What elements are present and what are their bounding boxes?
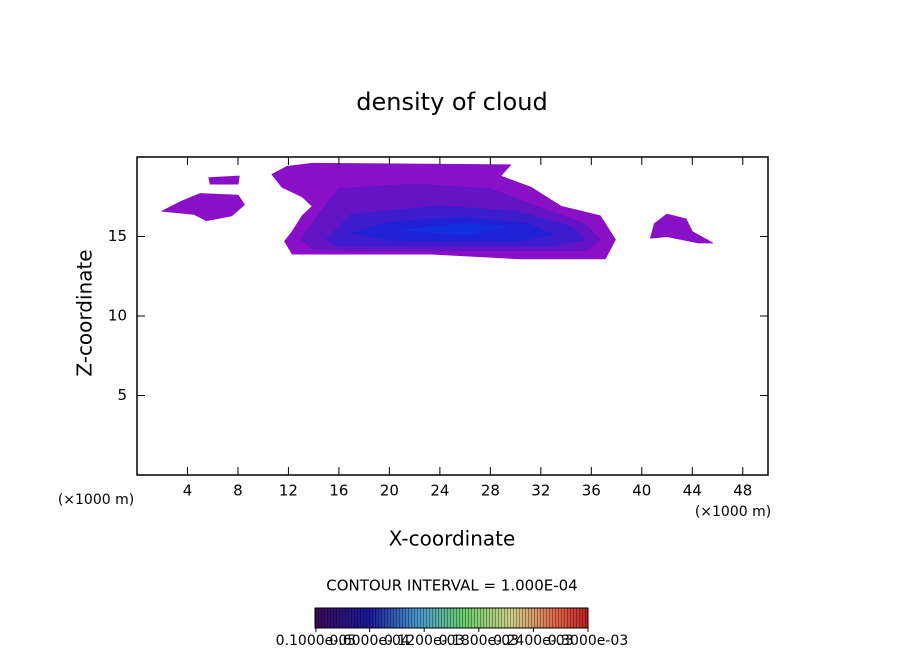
- x-tick-label: 40: [632, 482, 651, 500]
- contour-region: [161, 193, 245, 222]
- contour-region: [401, 223, 504, 236]
- chart-title: density of cloud: [356, 88, 547, 116]
- colorbar-tick-label: 0.2400e-03: [493, 633, 573, 649]
- x-unit-label: (×1000 m): [695, 504, 771, 520]
- x-tick-label: 4: [183, 482, 193, 500]
- x-tick-label: 44: [683, 482, 702, 500]
- x-tick-label: 20: [380, 482, 399, 500]
- colorbar-frame: [314, 607, 589, 629]
- colorbar-tick-label: 0.1200e-03: [384, 633, 464, 649]
- x-axis-label: X-coordinate: [389, 527, 516, 551]
- colorbar-tick-label: 0.1800e-03: [439, 633, 519, 649]
- x-unit-label: (×1000 m): [58, 492, 134, 508]
- contour-interval: CONTOUR INTERVAL = 1.000E-04: [326, 577, 577, 595]
- y-tick-label: 15: [108, 227, 127, 245]
- y-axis-label: Z-coordinate: [73, 249, 97, 376]
- x-tick-label: 8: [233, 482, 243, 500]
- contour-region: [650, 213, 713, 244]
- contour-region: [208, 175, 240, 185]
- y-tick-label: 10: [108, 307, 127, 325]
- x-tick-label: 28: [481, 482, 500, 500]
- colorbar-tick-label: 0.3000e-03: [548, 633, 628, 649]
- x-tick-label: 48: [733, 482, 752, 500]
- contour-regions: [161, 162, 713, 260]
- y-tick-label: 5: [117, 386, 127, 404]
- x-tick-label: 12: [279, 482, 298, 500]
- x-tick-label: 24: [430, 482, 449, 500]
- x-tick-label: 36: [582, 482, 601, 500]
- colorbar-tick-label: 0.1000e-05: [276, 633, 356, 649]
- x-tick-label: 16: [329, 482, 348, 500]
- colorbar-tick-label: 0.6000e-04: [329, 633, 410, 649]
- x-tick-label: 32: [531, 482, 550, 500]
